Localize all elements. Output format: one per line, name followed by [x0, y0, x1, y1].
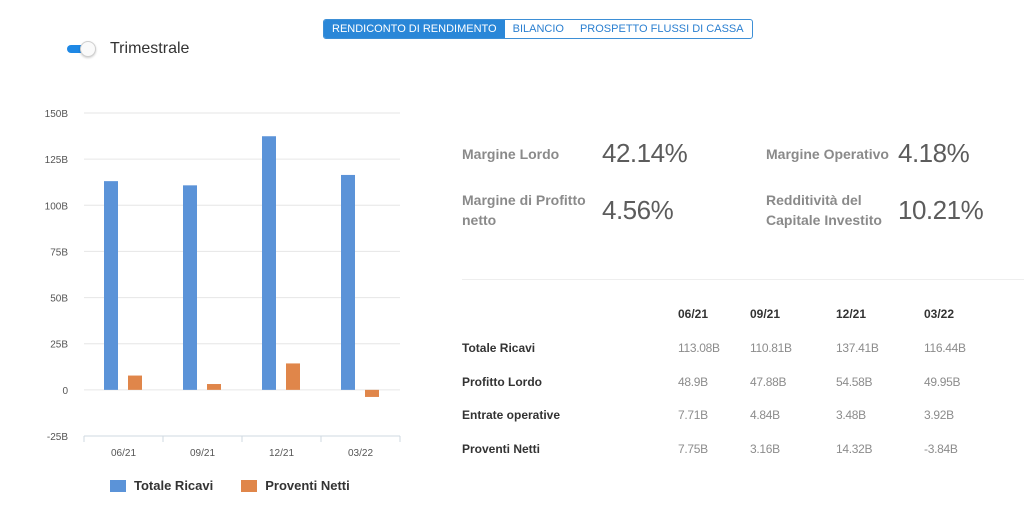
table-cell: 7.75B — [678, 442, 708, 456]
chart-legend: Totale Ricavi Proventi Netti — [110, 478, 350, 493]
ratio-gross-margin: Margine Lordo 42.14% — [462, 138, 688, 169]
ratio-value: 10.21% — [898, 194, 984, 225]
toggle-knob[interactable] — [80, 41, 96, 57]
table-row: Entrate operative 7.71B 4.84B 3.48B 3.92… — [462, 405, 1022, 425]
table-cell: 47.88B — [750, 375, 787, 389]
table-cell: 137.41B — [836, 341, 879, 355]
table-cell: 48.9B — [678, 375, 708, 389]
bar-totale-ricavi — [104, 181, 118, 390]
y-tick-label: 0 — [62, 386, 68, 397]
y-tick-label: 75B — [50, 247, 68, 258]
bar-proventi-netti — [128, 375, 142, 390]
quarterly-toggle-label: Trimestrale — [110, 40, 190, 57]
statement-tabs: RENDICONTO DI RENDIMENTO BILANCIO PROSPE… — [323, 19, 753, 39]
revenue-income-bar-chart: 150B 125B 100B 75B 50B 25B 0 -25B 06/21 09/21 12/2… — [45, 109, 401, 459]
ratio-value: 4.18% — [898, 138, 970, 168]
row-label: Entrate operative — [462, 408, 561, 422]
quarterly-toggle-group: Trimestrale — [66, 40, 189, 58]
legend-swatch-blue — [110, 479, 126, 492]
ratio-label: Margine di Profitto netto — [462, 192, 586, 228]
ratio-operating-margin: Margine Operativo 4.18% — [766, 138, 970, 169]
ratio-roi: Redditività del Capitale Investito 10.21… — [766, 190, 984, 230]
table-cell: 49.95B — [924, 375, 961, 389]
bar-proventi-netti — [207, 384, 221, 390]
table-cell: 3.48B — [836, 408, 866, 422]
legend-item-totale-ricavi[interactable]: Totale Ricavi — [110, 478, 213, 493]
legend-swatch-orange — [241, 479, 258, 492]
table-cell: 14.32B — [836, 442, 873, 456]
table-cell: 4.84B — [750, 408, 780, 422]
row-label: Profitto Lordo — [462, 375, 542, 389]
table-cell: 110.81B — [750, 341, 792, 355]
table-cell: -3.84B — [924, 442, 958, 456]
tab-income-statement[interactable]: RENDICONTO DI RENDIMENTO — [324, 20, 505, 38]
legend-item-proventi-netti[interactable]: Proventi Netti — [241, 478, 350, 493]
tab-balance-sheet[interactable]: BILANCIO — [512, 23, 564, 35]
bar-totale-ricavi — [262, 136, 276, 390]
y-tick-label: 25B — [50, 340, 68, 351]
table-cell: 54.58B — [836, 375, 873, 389]
bar-totale-ricavi — [341, 174, 355, 390]
section-divider — [462, 279, 1024, 280]
table-row: Totale Ricavi 113.08B 110.81B 137.41B 11… — [462, 338, 1022, 358]
ratio-net-profit-margin: Margine di Profitto netto 4.56% — [462, 190, 674, 230]
x-tick-label: 09/21 — [190, 448, 215, 459]
y-tick-label: 50B — [50, 294, 68, 305]
y-tick-label: 100B — [45, 201, 69, 212]
ratio-value: 42.14% — [602, 138, 688, 168]
ratio-value: 4.56% — [602, 194, 674, 225]
legend-label-proventi-netti: Proventi Netti — [265, 478, 350, 493]
legend-label-totale-ricavi: Totale Ricavi — [134, 478, 214, 493]
table-cell: 113.08B — [678, 341, 720, 355]
table-cell: 3.92B — [924, 408, 954, 422]
bar-proventi-netti — [365, 389, 379, 397]
column-header: 06/21 — [678, 307, 709, 321]
row-label: Proventi Netti — [462, 442, 541, 456]
table-cell: 7.71B — [678, 408, 708, 422]
bar-totale-ricavi — [183, 185, 197, 390]
table-cell: 3.16B — [750, 442, 780, 456]
column-header: 03/22 — [924, 307, 955, 321]
y-tick-label: 125B — [45, 155, 69, 166]
ratios-panel: Margine Lordo 42.14% Margine Operativo 4… — [462, 130, 1022, 270]
y-tick-label: 150B — [45, 109, 69, 120]
column-header: 09/21 — [750, 307, 781, 321]
y-tick-label: -25B — [47, 432, 68, 443]
table-header-row: 06/21 09/21 12/21 03/22 — [462, 304, 1022, 324]
ratio-label: Margine Lordo — [462, 145, 560, 162]
table-cell: 116.44B — [924, 341, 966, 355]
ratio-label: Margine Operativo — [766, 145, 889, 162]
tab-cash-flow[interactable]: PROSPETTO FLUSSI DI CASSA — [579, 23, 744, 35]
quarterly-toggle[interactable] — [66, 40, 98, 58]
x-tick-label: 12/21 — [269, 448, 294, 459]
ratio-label: Redditività del Capitale Investito — [766, 192, 882, 228]
row-label: Totale Ricavi — [462, 341, 536, 355]
x-tick-label: 06/21 — [111, 448, 136, 459]
x-tick-label: 03/22 — [348, 448, 373, 459]
table-row: Proventi Netti 7.75B 3.16B 14.32B -3.84B — [462, 439, 1022, 459]
bar-proventi-netti — [286, 363, 300, 390]
top-band — [0, 0, 1024, 80]
toggle-track — [67, 45, 91, 53]
table-row: Profitto Lordo 48.9B 47.88B 54.58B 49.95… — [462, 372, 1022, 392]
column-header: 12/21 — [836, 307, 867, 321]
